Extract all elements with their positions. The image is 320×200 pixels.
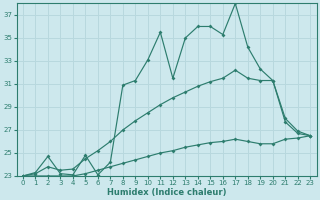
X-axis label: Humidex (Indice chaleur): Humidex (Indice chaleur) bbox=[107, 188, 226, 197]
